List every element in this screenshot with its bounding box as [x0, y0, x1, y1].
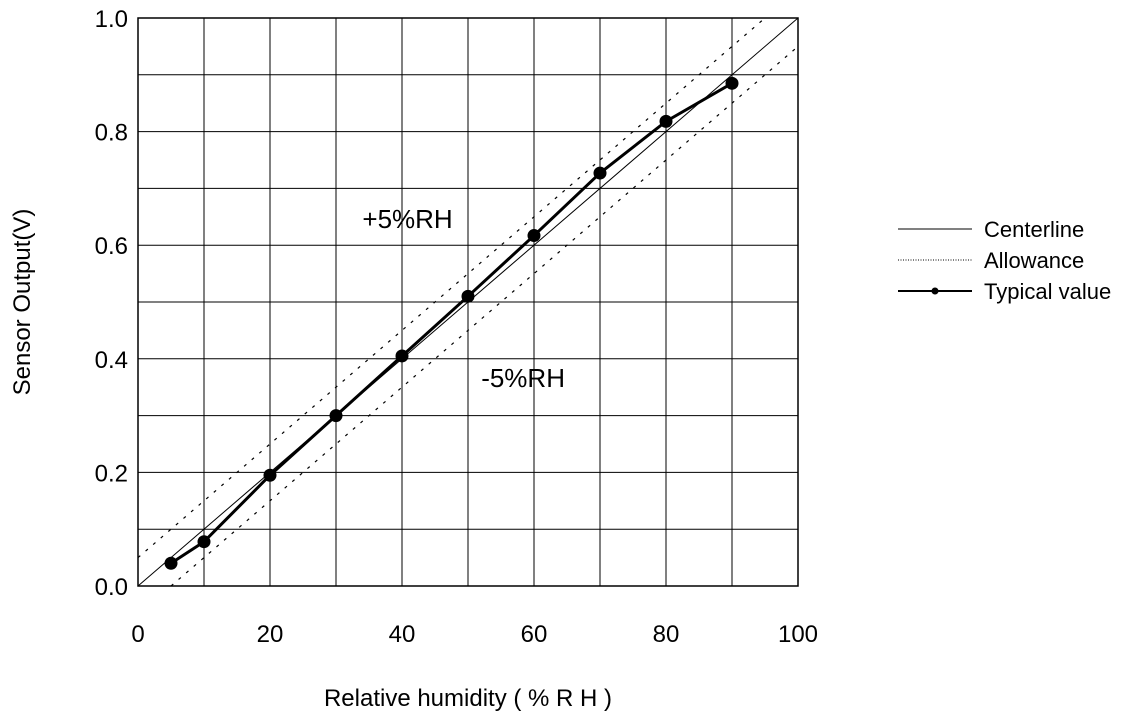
legend-entry-label: Allowance — [984, 248, 1084, 273]
y-tick-label: 1.0 — [95, 6, 128, 33]
legend-entry-label: Centerline — [984, 217, 1084, 242]
y-tick-label: 0.0 — [95, 574, 128, 601]
typical-value-point — [395, 349, 409, 363]
x-tick-label: 0 — [131, 621, 144, 648]
plot-frame — [137, 17, 799, 587]
series-layer — [137, 17, 799, 587]
typical-value-point — [164, 556, 178, 570]
x-tick-label: 60 — [521, 621, 548, 648]
y-tick-label: 0.4 — [95, 347, 128, 374]
typical-value-point — [197, 535, 211, 549]
typical-value-point — [329, 409, 343, 423]
annotation-label: +5%RH — [362, 204, 452, 234]
legend-entry-label: Typical value — [984, 279, 1111, 304]
y-axis-label: Sensor Output(V) — [9, 209, 36, 396]
typical-value-point — [461, 289, 475, 303]
x-tick-label: 80 — [653, 621, 680, 648]
typical-value-point — [263, 468, 277, 482]
annotations: +5%RH -5%RH — [362, 204, 565, 393]
legend-swatch-typical-marker — [931, 287, 939, 295]
typical-value-point — [527, 229, 541, 243]
annotation-label: -5%RH — [481, 363, 565, 393]
typical-value-line — [170, 82, 733, 565]
y-tick-label: 0.8 — [95, 120, 128, 147]
typical-value-point — [659, 114, 673, 128]
tick-labels: 0 20 40 60 80 100 0.0 0.2 0.4 0.6 0.8 1.0 — [95, 6, 818, 648]
allowance-lower-line — [170, 45, 799, 587]
allowance-upper-line — [137, 17, 766, 559]
y-tick-label: 0.6 — [95, 233, 128, 260]
legend: Centerline Allowance Typical value — [898, 217, 1111, 304]
x-tick-label: 40 — [389, 621, 416, 648]
x-tick-label: 20 — [257, 621, 284, 648]
x-tick-label: 100 — [778, 621, 818, 648]
typical-value-point — [593, 166, 607, 180]
x-axis-label: Relative humidity ( % R H ) — [324, 685, 612, 712]
typical-value-point — [725, 76, 739, 90]
y-tick-label: 0.2 — [95, 460, 128, 487]
